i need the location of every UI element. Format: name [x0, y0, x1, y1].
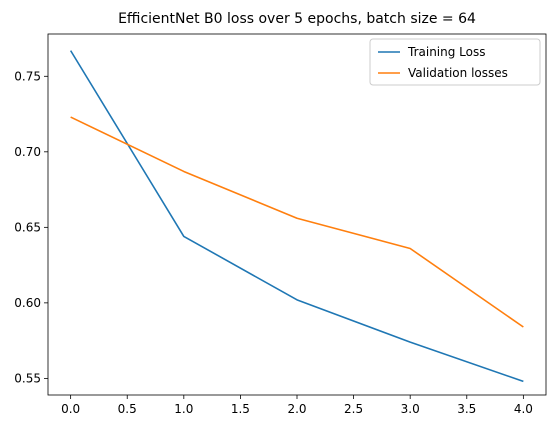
y-tick-label: 0.70 [14, 145, 41, 159]
x-tick-label: 0.5 [118, 402, 137, 416]
legend-label: Validation losses [408, 66, 508, 80]
x-tick-label: 3.5 [457, 402, 476, 416]
x-tick-label: 3.0 [401, 402, 420, 416]
x-tick-label: 2.0 [287, 402, 306, 416]
legend: Training Loss Validation losses [369, 38, 541, 86]
y-tick-label: 0.55 [14, 371, 41, 385]
series-line-validation-losses [70, 116, 524, 328]
chart-title: EfficientNet B0 loss over 5 epochs, batc… [118, 11, 476, 27]
x-tick-label: 4.0 [514, 402, 533, 416]
x-tick-label: 1.0 [174, 402, 193, 416]
x-tick-label: 1.5 [231, 402, 250, 416]
legend-box [369, 38, 541, 86]
legend-label: Training Loss [407, 45, 485, 59]
y-tick-label: 0.65 [14, 220, 41, 234]
plot-area-frame [47, 33, 547, 396]
x-axis: 0.0 0.5 1.0 1.5 2.0 2.5 3.0 3.5 4.0 [61, 395, 533, 416]
y-tick-label: 0.60 [14, 296, 41, 310]
x-tick-label: 0.0 [61, 402, 80, 416]
y-tick-label: 0.75 [14, 69, 41, 83]
y-axis: 0.55 0.60 0.65 0.70 0.75 [14, 69, 48, 385]
series-line-training-loss [69, 50, 524, 383]
x-tick-label: 2.5 [344, 402, 363, 416]
series-layer [69, 50, 524, 383]
